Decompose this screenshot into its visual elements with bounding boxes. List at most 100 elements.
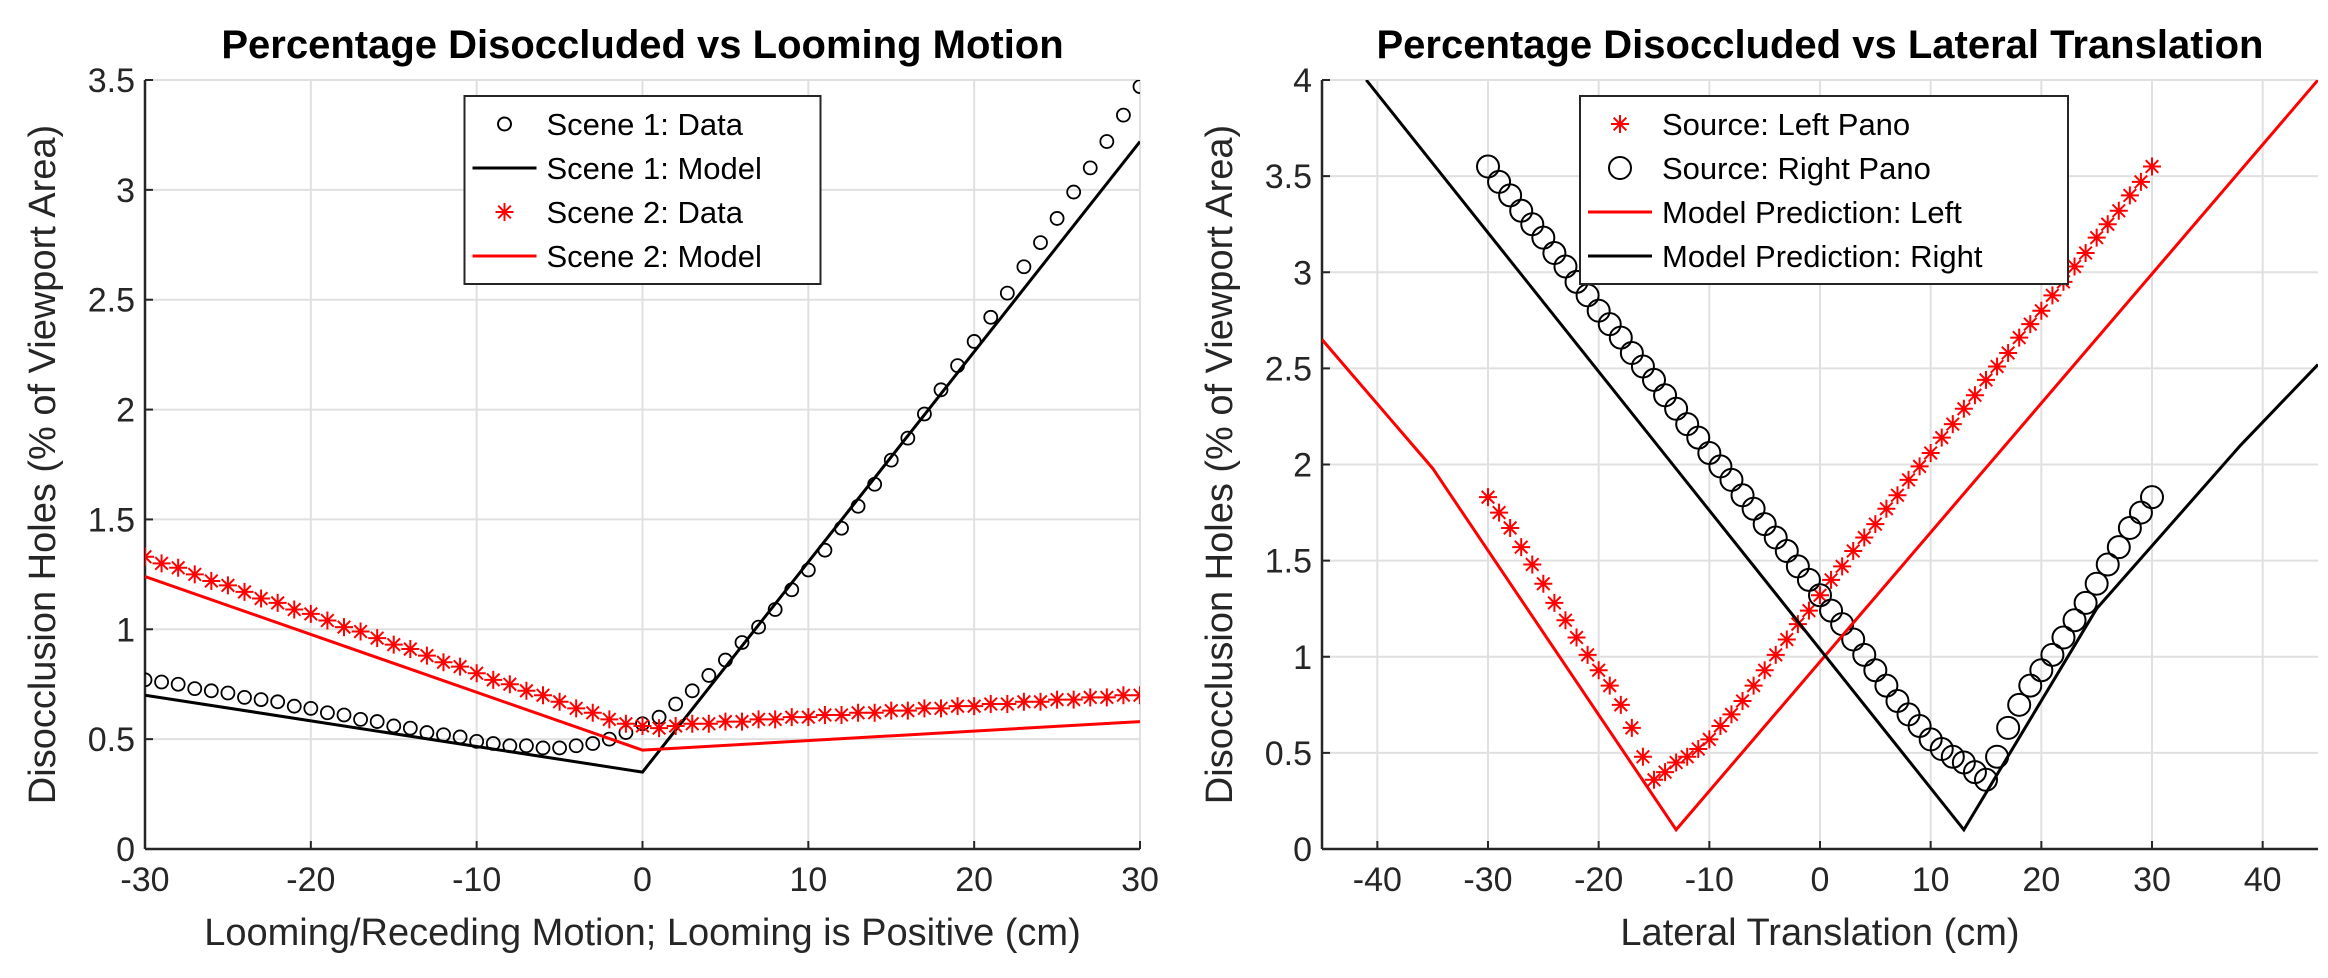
data-point [202,571,221,590]
data-point [616,714,635,733]
y-tick-label: 2 [116,392,135,430]
legend-swatch [497,116,512,132]
data-point [1479,488,1497,507]
data-point [1822,570,1841,589]
data-point [2140,485,2164,510]
data-point [1622,718,1641,737]
data-point [666,716,685,735]
data-point [1988,357,2007,376]
data-point [2040,642,2065,667]
data-point [1567,628,1586,647]
data-point [185,565,204,584]
data-point [1501,518,1520,537]
model-line [1322,80,2318,833]
data-point [369,714,385,729]
x-tick-label: 20 [955,861,993,899]
data-point [1064,690,1083,709]
data-point [1656,763,1675,782]
data-point [799,708,818,727]
x-tick-label: -40 [1353,861,1402,899]
legend-label: Source: Left Pano [1662,107,1910,142]
x-tick-label: 0 [633,861,652,899]
data-point [1578,645,1597,664]
data-point [519,738,534,754]
data-point [2084,571,2109,596]
data-point [766,710,785,729]
data-point [1033,235,1048,250]
data-point [684,683,700,699]
x-tick-label: 20 [2022,861,2060,899]
data-point [1910,457,1929,476]
data-point [318,611,337,630]
data-point [1097,688,1116,707]
y-tick-label: 3.5 [1265,158,1312,196]
data-point [733,712,751,731]
data-point [203,683,219,699]
y-tick-label: 2.5 [1265,350,1312,388]
x-tick-label: -30 [120,861,169,899]
data-point [1556,611,1575,630]
data-point [1545,593,1564,612]
data-point [1645,770,1663,789]
data-point [1512,538,1531,557]
data-point [1081,688,1100,707]
data-point [1689,740,1708,759]
data-point [2007,692,2032,717]
data-point [734,635,750,650]
legend-label: Scene 2: Data [547,195,744,230]
legend-box [1579,95,2069,285]
data-point [1116,107,1131,123]
data-point [900,430,916,446]
data-point [568,738,584,754]
legend-label: Scene 1: Data [547,107,744,142]
data-point [668,696,684,712]
data-point [145,672,153,688]
data-point [1534,574,1553,593]
legend-label: Model Prediction: Right [1662,239,1983,274]
legend-label: Scene 2: Model [547,239,762,274]
data-point [1921,443,1940,462]
data-point [2095,552,2120,577]
x-axis-label: Lateral Translation (cm) [1620,912,2019,954]
y-tick-label: 1 [1293,639,1312,677]
legend: Scene 1: Data Scene 1: Model Scene 2: Data… [463,95,822,285]
data-point [235,582,254,601]
data-point [154,674,169,690]
data-point [981,694,1000,713]
y-tick-label: 0.5 [1265,735,1312,773]
data-point [1099,134,1115,149]
data-point [701,668,717,683]
y-tick-label: 3 [116,172,135,210]
data-point [1733,691,1752,710]
data-point [1799,601,1818,620]
data-point [882,701,901,720]
data-point [351,622,370,641]
data-point [1016,259,1032,275]
data-point [583,703,602,722]
data-point [1678,747,1697,766]
data-point [268,593,287,612]
data-point [749,710,768,729]
data-point [2010,328,2029,347]
data-point [865,703,884,722]
x-tick-label: -20 [1574,861,1623,899]
data-point [517,681,536,700]
data-point [1766,645,1785,664]
data-point [303,700,319,716]
data-point [2098,215,2117,234]
data-point [320,705,335,721]
model-line [1365,80,2318,833]
y-tick-label: 2 [1293,447,1312,485]
data-point [1788,615,1807,634]
y-tick-label: 4 [1293,62,1312,100]
data-point [169,558,188,577]
data-point [1589,661,1608,680]
y-tick-label: 0 [116,831,135,869]
data-point [552,740,567,756]
y-axis-label: Disocclusion Holes (% of Viewport Area) [1199,125,1241,804]
legend-swatch [495,203,514,221]
data-point [2087,228,2106,247]
data-point [1523,555,1542,574]
data-point [915,699,934,718]
data-point [534,686,552,705]
